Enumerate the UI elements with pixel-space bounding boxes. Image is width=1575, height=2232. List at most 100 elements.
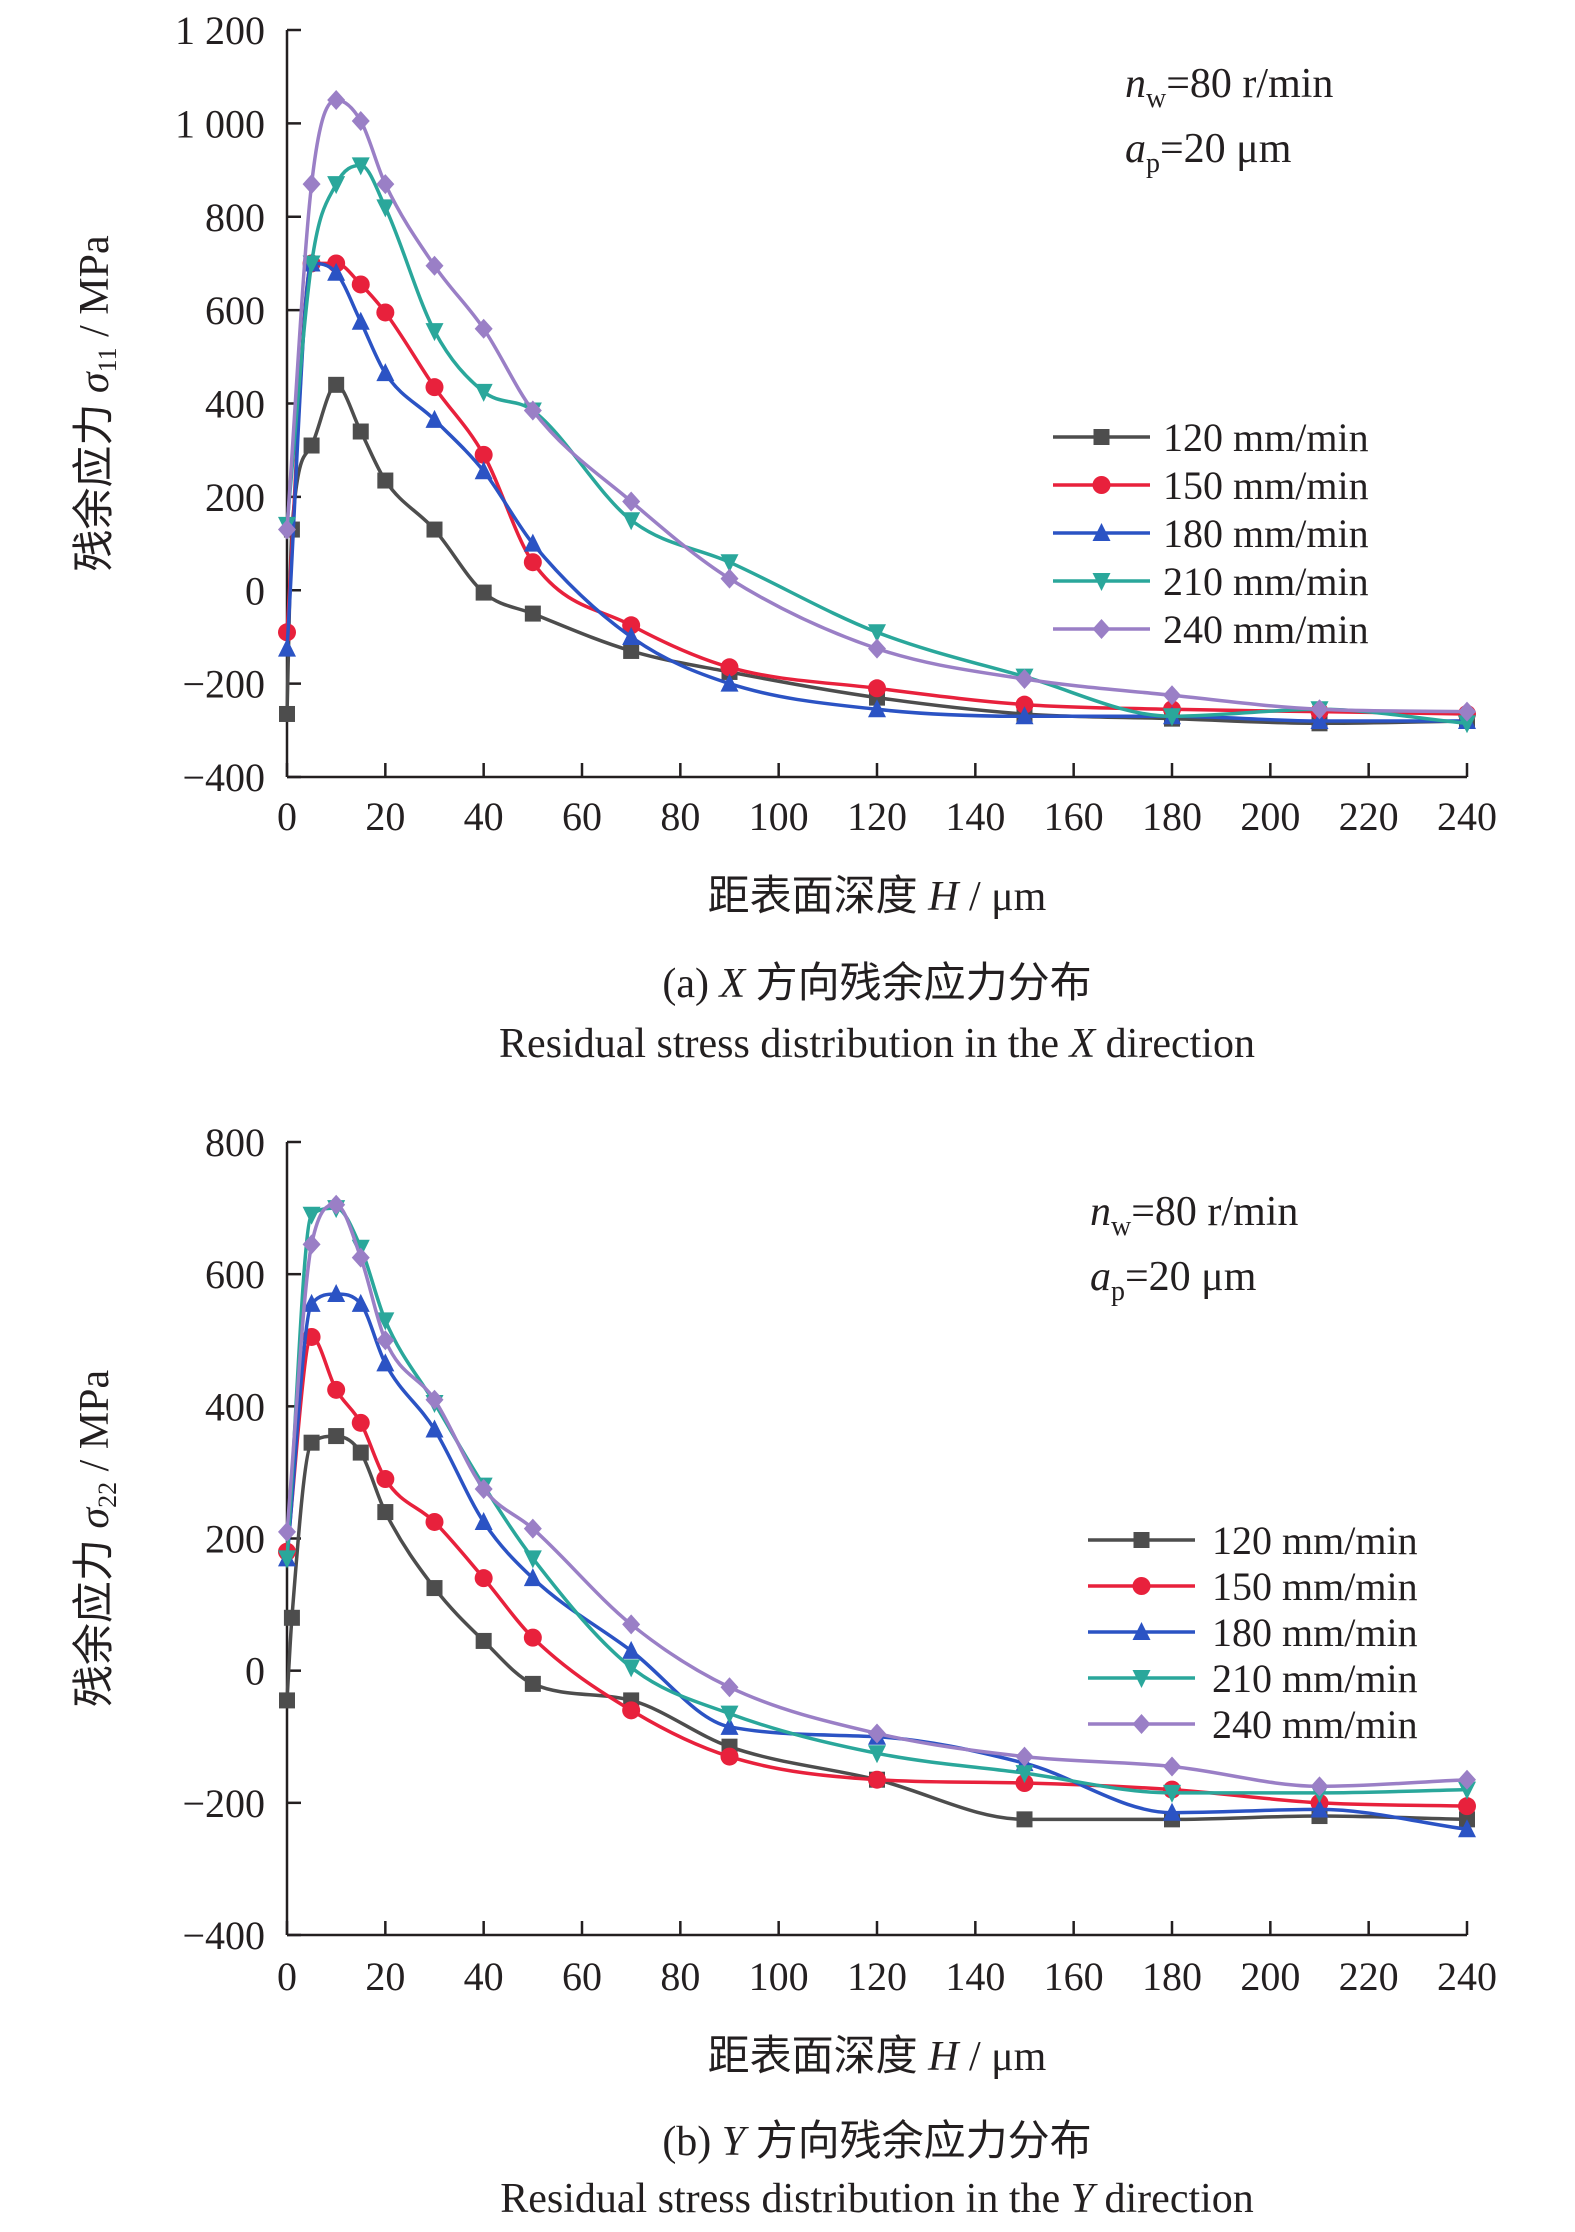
data-point bbox=[377, 1504, 394, 1521]
legend-label: 120 mm/min bbox=[1163, 415, 1369, 460]
param-symbol: n bbox=[1125, 61, 1146, 107]
data-point bbox=[1458, 701, 1476, 722]
data-point bbox=[1015, 1746, 1034, 1767]
x-axis-title: 距表面深度 H / μm bbox=[708, 2034, 1047, 2080]
data-point bbox=[868, 679, 886, 698]
y-axis-title-text: 残余应力 bbox=[71, 393, 118, 572]
param-subscript: p bbox=[1111, 1276, 1125, 1307]
x-axis-title-unit: / μm bbox=[959, 874, 1047, 920]
data-point bbox=[425, 323, 444, 342]
data-point bbox=[376, 174, 395, 195]
data-point bbox=[474, 318, 493, 339]
data-point bbox=[1016, 1811, 1033, 1828]
x-tick-label: 40 bbox=[464, 1954, 504, 1999]
y-tick-label: 0 bbox=[245, 568, 265, 613]
data-point bbox=[351, 1293, 370, 1312]
data-point bbox=[425, 1419, 444, 1438]
y-tick-label: 200 bbox=[205, 1517, 265, 1562]
data-point bbox=[425, 1512, 444, 1531]
caption-en: Residual stress distribution in the Y di… bbox=[500, 2176, 1254, 2222]
legend-label: 210 mm/min bbox=[1212, 1656, 1418, 1701]
data-point bbox=[523, 1550, 542, 1569]
data-point bbox=[868, 699, 886, 718]
y-tick-label: −200 bbox=[182, 1781, 265, 1826]
data-point bbox=[278, 519, 296, 540]
data-point bbox=[523, 1568, 542, 1587]
y-tick-label: 800 bbox=[205, 195, 265, 240]
y-axis-title-symbol: σ bbox=[72, 1506, 118, 1529]
y-tick-label: −200 bbox=[182, 662, 265, 707]
data-point bbox=[622, 1659, 641, 1678]
data-point bbox=[1015, 695, 1034, 714]
data-point bbox=[426, 1580, 443, 1597]
data-point bbox=[1458, 1797, 1476, 1816]
param-symbol: a bbox=[1125, 126, 1146, 172]
x-tick-label: 120 bbox=[847, 794, 907, 839]
x-tick-label: 0 bbox=[277, 1954, 297, 1999]
data-point bbox=[1458, 1781, 1476, 1800]
data-point bbox=[1015, 1765, 1034, 1784]
data-point bbox=[351, 111, 370, 132]
data-point bbox=[351, 1247, 370, 1268]
param-nw: nw=80 r/min bbox=[1090, 1189, 1298, 1242]
x-tick-label: 60 bbox=[562, 1954, 602, 1999]
data-point bbox=[474, 1478, 493, 1499]
x-tick-label: 80 bbox=[660, 794, 700, 839]
panel-a: −400 −200 0 200 400 600 800 1 000 1 200 0 20 40 60 80… bbox=[71, 8, 1497, 1067]
data-point bbox=[622, 1640, 641, 1659]
data-point bbox=[1015, 668, 1034, 689]
data-point bbox=[376, 1330, 395, 1351]
x-axis-title-symbol: H bbox=[927, 874, 961, 920]
data-point bbox=[474, 461, 493, 480]
data-point bbox=[376, 1312, 395, 1331]
data-point bbox=[302, 174, 321, 195]
data-point bbox=[622, 491, 641, 512]
data-point bbox=[302, 1234, 321, 1255]
legend-marker bbox=[1092, 573, 1111, 591]
data-point bbox=[327, 176, 346, 195]
legend-label: 180 mm/min bbox=[1212, 1610, 1418, 1655]
data-point bbox=[1310, 710, 1329, 729]
y-tick-label: 0 bbox=[245, 1649, 265, 1694]
legend-marker bbox=[1132, 1714, 1151, 1734]
y-axis-title-unit: / MPa bbox=[72, 235, 118, 347]
y-axis-title-symbol: σ bbox=[72, 370, 118, 393]
caption-cn-prefix: (a) bbox=[662, 961, 719, 1007]
data-point bbox=[622, 1701, 641, 1720]
caption-cn: (a) X 方向残余应力分布 bbox=[662, 960, 1091, 1007]
x-tick-label: 180 bbox=[1142, 794, 1202, 839]
data-point bbox=[351, 157, 370, 176]
data-point bbox=[868, 1770, 886, 1789]
param-symbol: a bbox=[1090, 1254, 1111, 1300]
legend-label: 120 mm/min bbox=[1212, 1518, 1418, 1563]
data-point bbox=[425, 409, 444, 428]
data-point bbox=[1163, 708, 1181, 727]
data-point bbox=[524, 605, 541, 622]
data-point bbox=[279, 705, 295, 722]
x-tick-label: 200 bbox=[1240, 1954, 1300, 1999]
x-tick-label: 140 bbox=[945, 794, 1005, 839]
y-axis-title-subscript: 22 bbox=[93, 1482, 122, 1508]
series-line bbox=[285, 383, 1468, 726]
data-point bbox=[327, 90, 346, 111]
data-point bbox=[720, 554, 739, 573]
data-point bbox=[1163, 685, 1181, 706]
data-point bbox=[623, 642, 640, 659]
legend-marker bbox=[1093, 429, 1110, 445]
caption-cn-text: 方向残余应力分布 bbox=[745, 960, 1092, 1007]
legend-marker bbox=[1133, 1532, 1150, 1548]
legend-marker bbox=[1092, 523, 1111, 541]
x-tick-label: 240 bbox=[1437, 794, 1497, 839]
caption-en-prefix: Residual stress distribution in the bbox=[500, 2176, 1070, 2222]
y-tick-label: 1 000 bbox=[175, 101, 265, 146]
x-tick-label: 40 bbox=[464, 794, 504, 839]
x-tick-label: 200 bbox=[1240, 794, 1300, 839]
data-point bbox=[868, 638, 886, 659]
data-point bbox=[351, 1413, 370, 1432]
data-point bbox=[1458, 715, 1476, 734]
y-tick-label: 600 bbox=[205, 1252, 265, 1297]
data-point bbox=[278, 1550, 296, 1569]
x-tick-label: 220 bbox=[1339, 1954, 1399, 1999]
x-axis-title-text: 距表面深度 bbox=[708, 2034, 929, 2080]
data-point bbox=[1458, 1819, 1476, 1838]
